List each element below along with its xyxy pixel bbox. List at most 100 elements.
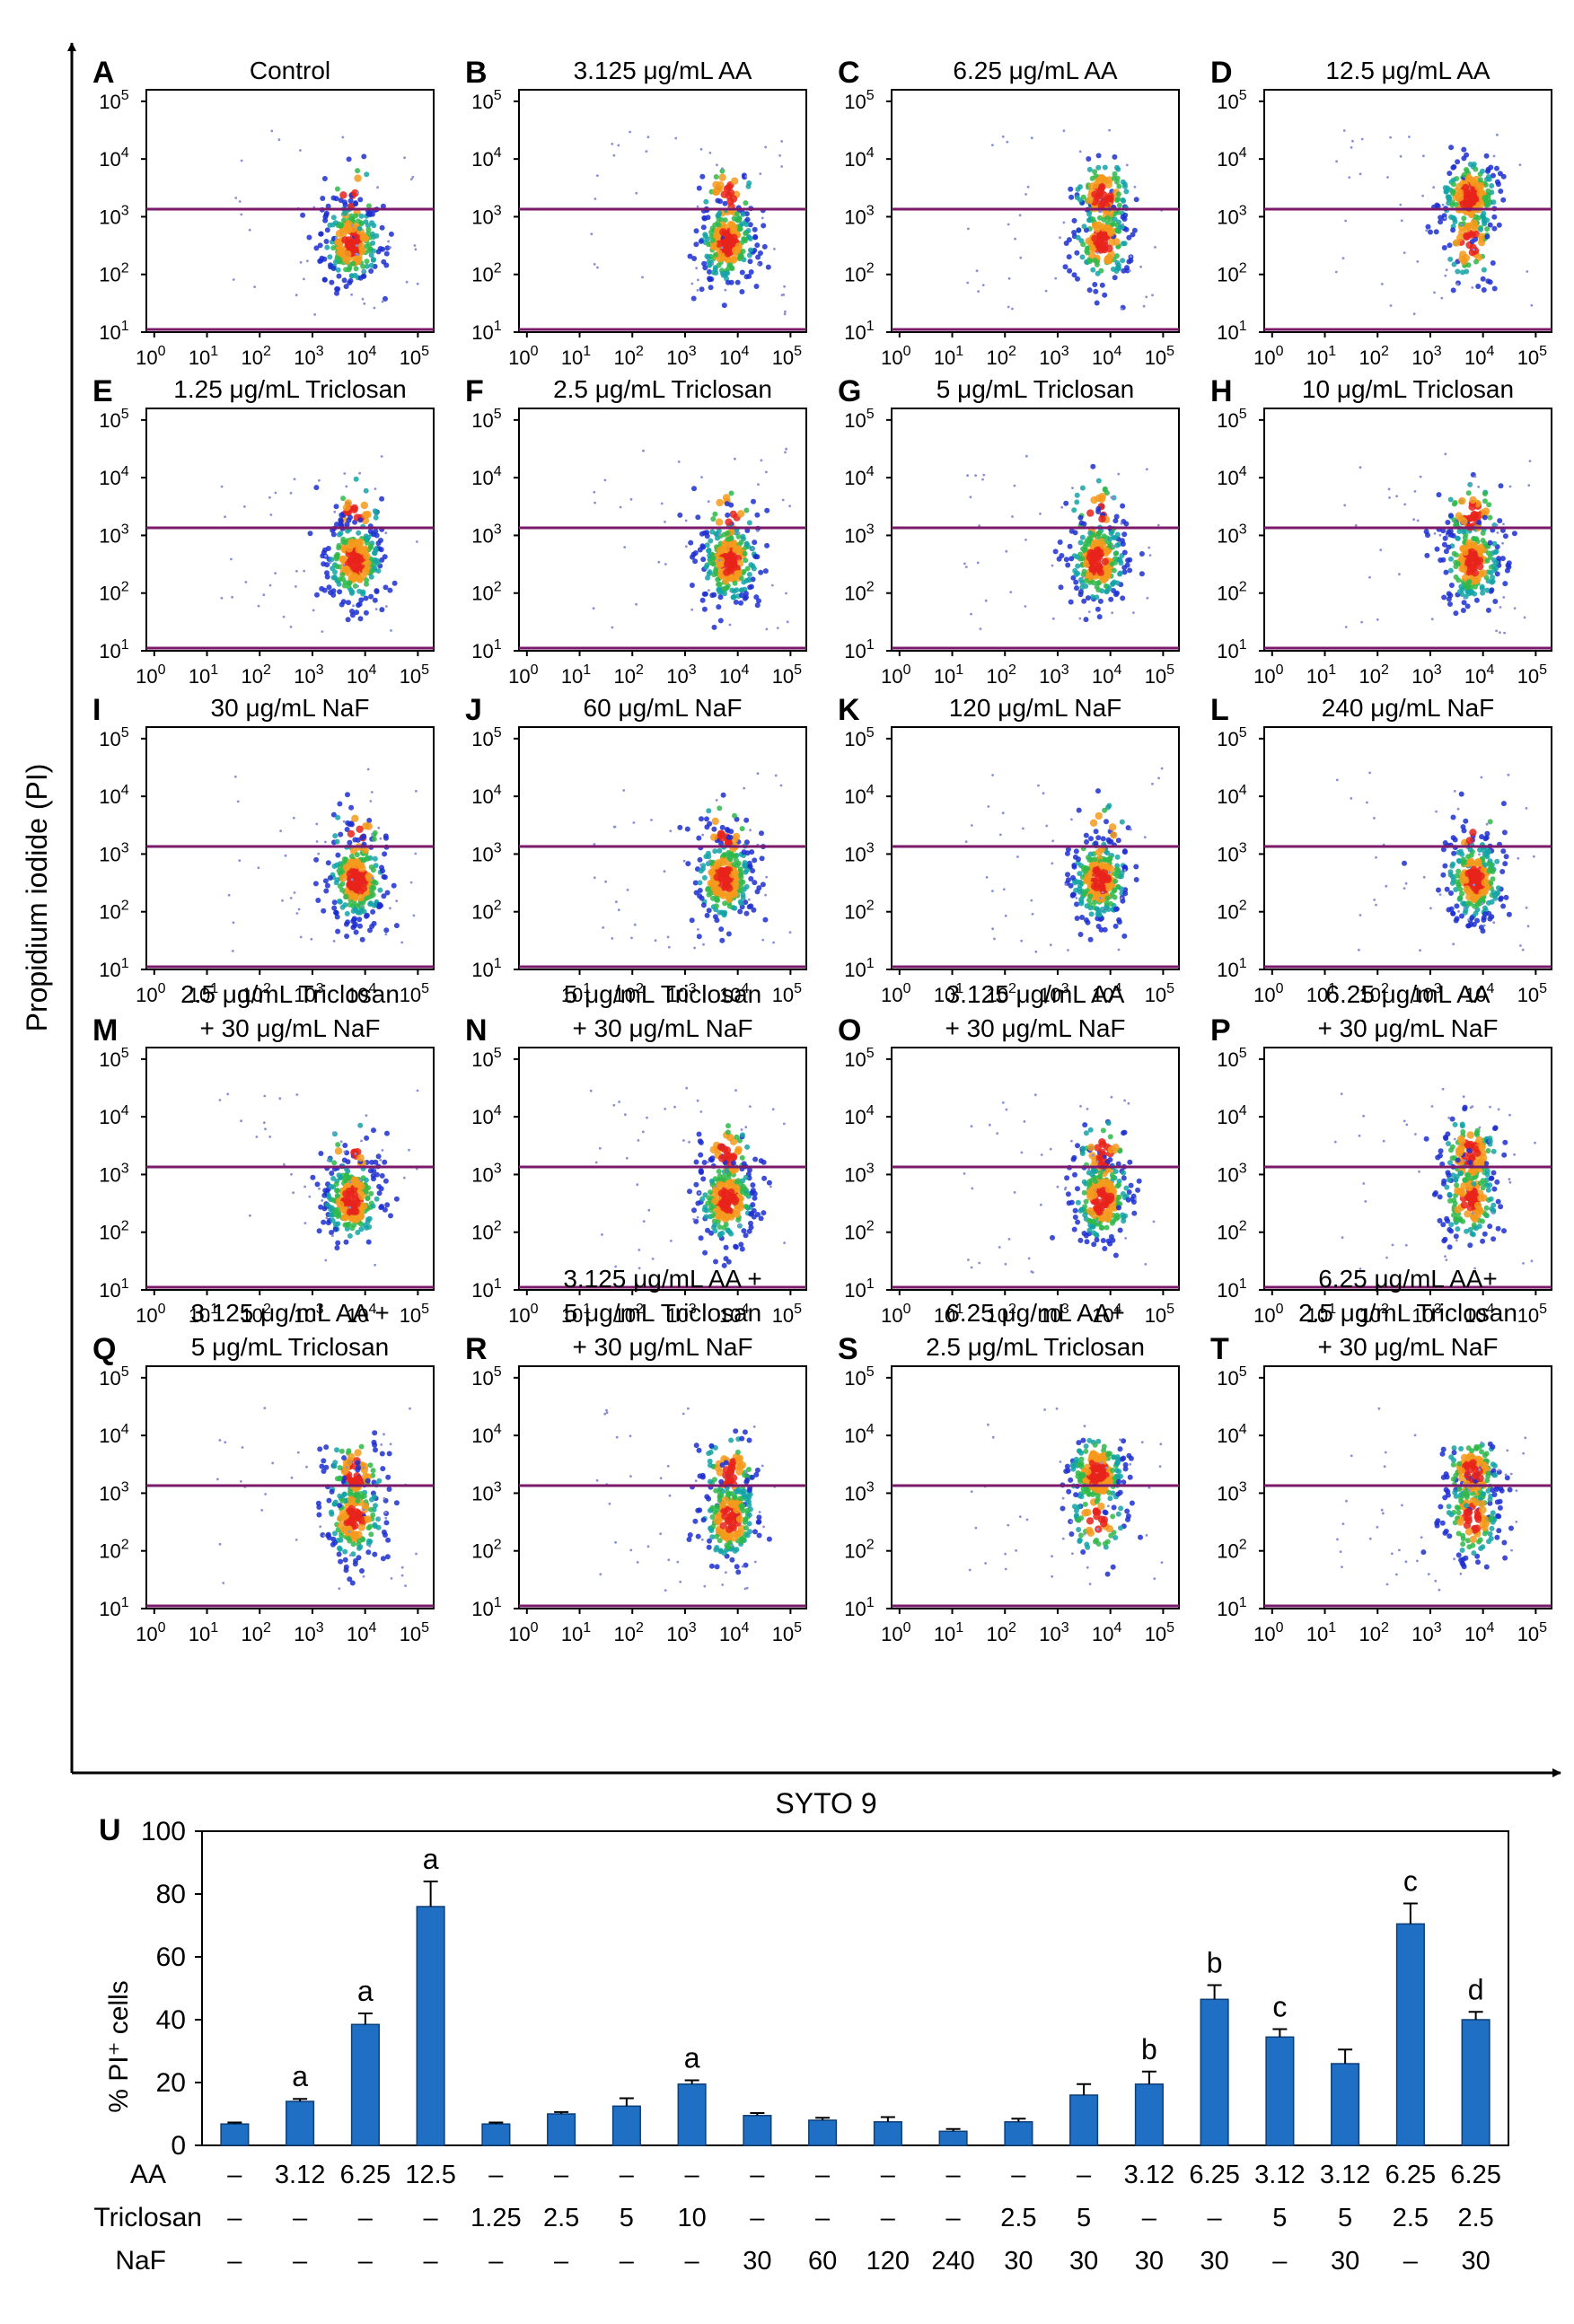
y-tick-label: 101 <box>99 637 128 662</box>
x-tick-label: 101 <box>934 981 963 1006</box>
event-dot <box>703 564 709 570</box>
event-dot <box>346 600 351 606</box>
background-event <box>773 248 776 250</box>
event-dot <box>1449 880 1455 886</box>
event-dot <box>335 814 341 820</box>
background-event <box>716 163 718 167</box>
event-dot <box>721 1262 727 1268</box>
event-dot <box>1115 266 1121 272</box>
event-dot <box>1451 261 1457 267</box>
event-dot <box>351 814 359 822</box>
event-dot <box>697 888 703 893</box>
event-dot <box>352 837 358 843</box>
y-tick-label: 102 <box>1217 261 1246 286</box>
x-tick-label: 100 <box>881 344 910 369</box>
event-dot <box>738 1241 744 1248</box>
event-dot <box>720 792 726 798</box>
y-tick-label: 105 <box>844 407 874 432</box>
event-dot <box>350 1215 358 1223</box>
event-dot <box>324 1202 330 1208</box>
x-tick-label: 105 <box>400 662 429 688</box>
event-dot <box>1121 565 1128 571</box>
event-dot <box>1117 570 1123 576</box>
event-dot <box>1071 1226 1077 1232</box>
event-dot <box>708 1156 714 1162</box>
event-dot <box>1056 556 1062 562</box>
event-dot <box>368 268 374 274</box>
event-dot <box>1451 1197 1457 1203</box>
x-tick-label: 101 <box>934 1302 963 1327</box>
event-dot <box>721 303 727 309</box>
event-dot <box>348 821 355 828</box>
background-event <box>1134 1197 1137 1200</box>
event-dot <box>338 522 344 527</box>
event-dot <box>1088 911 1095 917</box>
background-event <box>593 843 596 846</box>
event-dot <box>1447 513 1454 519</box>
event-dot <box>346 570 355 578</box>
event-dot <box>341 856 347 863</box>
background-event <box>602 926 605 929</box>
event-dot <box>1462 535 1468 541</box>
event-dot <box>751 1214 757 1220</box>
event-dot <box>746 520 752 526</box>
y-tick-label: 104 <box>1217 145 1246 171</box>
background-event <box>341 136 345 139</box>
event-dot <box>364 259 370 265</box>
event-dot <box>1428 229 1433 235</box>
background-event <box>324 1258 328 1262</box>
background-event <box>669 829 673 833</box>
event-dot <box>1078 1206 1085 1213</box>
x-tick-label: 101 <box>1306 344 1336 369</box>
event-dot <box>765 264 771 270</box>
event-dot <box>1446 907 1452 913</box>
event-dot <box>712 914 718 920</box>
background-event <box>1018 214 1022 217</box>
event-dot <box>1100 238 1109 246</box>
event-dot <box>726 903 733 909</box>
event-dot <box>342 1178 348 1184</box>
background-event <box>1060 505 1064 509</box>
background-event <box>224 515 227 519</box>
event-dot <box>1463 818 1469 824</box>
panel-letter: H <box>1210 374 1233 408</box>
event-dot <box>356 825 364 833</box>
event-dot <box>352 565 360 573</box>
event-dot <box>347 197 354 204</box>
event-dot <box>363 219 369 225</box>
event-density-cloud <box>1343 452 1532 635</box>
background-event <box>969 495 972 499</box>
background-event <box>1432 186 1436 189</box>
event-dot <box>332 833 339 839</box>
x-tick-label: 104 <box>347 1302 376 1327</box>
event-dot <box>365 874 374 882</box>
event-dot <box>1450 227 1456 233</box>
x-tick-label: 103 <box>294 662 323 688</box>
background-event <box>693 946 696 950</box>
event-dot <box>1452 837 1458 843</box>
background-event <box>603 478 607 482</box>
panel-letter: G <box>838 374 861 408</box>
event-dot <box>1482 862 1489 868</box>
event-dot <box>1484 1177 1490 1183</box>
x-tick-label: 102 <box>614 1302 644 1327</box>
event-dot <box>712 1222 717 1228</box>
event-dot <box>1488 570 1494 575</box>
background-event <box>1348 176 1351 180</box>
background-event <box>377 826 381 829</box>
background-event <box>594 1161 598 1164</box>
event-dot <box>350 1190 359 1199</box>
event-dot <box>717 1224 723 1230</box>
x-tick-label: 104 <box>1464 344 1494 369</box>
event-dot <box>752 539 758 546</box>
event-dot <box>356 1212 365 1221</box>
event-dot <box>741 1161 747 1167</box>
event-dot <box>1067 543 1073 549</box>
background-event <box>1039 1203 1042 1206</box>
background-event <box>1495 523 1499 527</box>
background-event <box>1123 1099 1126 1102</box>
event-dot <box>705 1227 710 1233</box>
background-event <box>748 1105 752 1108</box>
background-event <box>1385 884 1388 888</box>
background-event <box>1045 824 1049 828</box>
